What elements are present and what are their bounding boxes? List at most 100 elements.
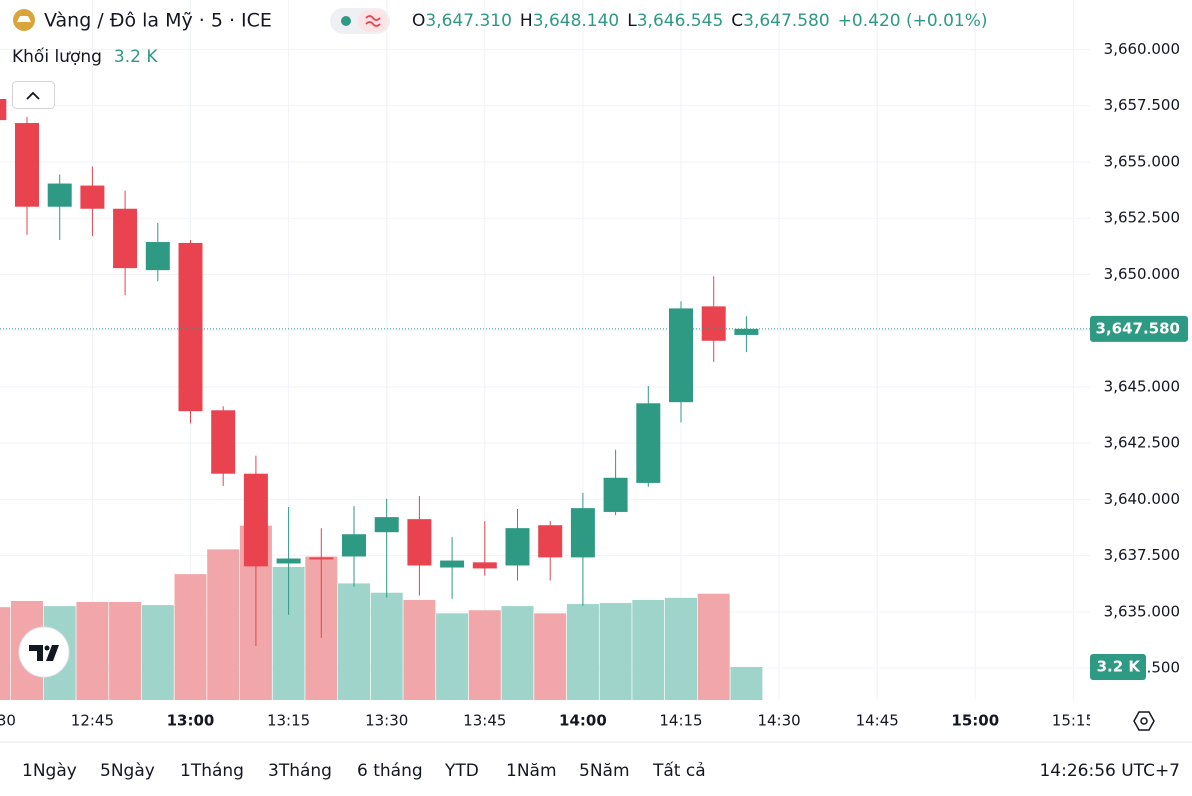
ohlc-legend: O3,647.310 H3,648.140 L3,646.545 C3,647.580…: [412, 11, 988, 31]
x-tick-label: 14:00: [559, 712, 607, 730]
range-button[interactable]: 5Năm: [579, 761, 630, 781]
legend-value: 3,647.580: [743, 11, 830, 31]
volume-badge: [1090, 653, 1146, 680]
market-open-dot: [341, 16, 351, 26]
candle-body: [570, 508, 595, 558]
legend-key: L: [627, 11, 637, 31]
range-button[interactable]: 5Ngày: [100, 761, 155, 781]
candle-body: [15, 123, 39, 207]
volume-bar: [403, 599, 436, 700]
candle-body: [178, 242, 203, 412]
volume-bar: [665, 597, 697, 700]
candle-body: [603, 477, 628, 512]
range-button[interactable]: 1Tháng: [180, 761, 244, 781]
delay-icon: [365, 15, 381, 27]
candle-body: [374, 517, 399, 533]
delay-badge: [358, 10, 388, 32]
y-tick-label: 3,637.500: [1104, 546, 1180, 564]
range-button[interactable]: 1Năm: [506, 761, 557, 781]
x-tick-label: 14:30: [757, 712, 800, 730]
legend-change: +0.420 (+0.01%): [838, 11, 988, 31]
clock: 14:26:56 UTC+7: [1039, 761, 1180, 781]
candle-body: [505, 528, 530, 566]
chart-title: Vàng / Đô la Mỹ · 5 · ICE: [44, 10, 272, 32]
tv-logo[interactable]: [18, 626, 70, 678]
range-button[interactable]: 6 tháng: [357, 761, 423, 781]
candle-body: [407, 519, 432, 566]
y-tick-label: 3,652.500: [1104, 209, 1180, 227]
collapse-button[interactable]: [12, 81, 55, 109]
volume-badge-label: 3.2 K: [1097, 657, 1142, 675]
candle-body: [669, 308, 693, 403]
volume-bar: [468, 610, 501, 700]
volume-bar: [109, 601, 142, 700]
candle-body: [243, 473, 268, 567]
range-bar: 1Ngày 5Ngày 1Tháng 3Tháng 6 tháng YTD 1Năm 5Năm…: [22, 760, 706, 781]
y-tick-label: 3,645.000: [1104, 377, 1180, 395]
x-tick-label: 13:15: [267, 712, 310, 730]
x-tick-label: 13:00: [167, 712, 215, 730]
candle-body: [701, 306, 726, 341]
y-tick-label: 3,655.000: [1104, 152, 1180, 170]
volume-bar: [566, 604, 599, 700]
candle-body: [113, 208, 138, 269]
volume-bar: [338, 583, 370, 700]
last-price-label: 3,647.580: [1096, 319, 1180, 337]
candle-body: [538, 525, 563, 558]
x-tick-label: 15:00: [951, 712, 999, 730]
volume-value: 3.2 K: [114, 47, 158, 67]
range-button[interactable]: YTD: [444, 761, 479, 781]
candle-body: [342, 534, 366, 557]
x-axis: 12:30 12:45 13:00 13:15 13:30 13:45 14:00 14:15…: [0, 712, 1095, 730]
legend-value: 3,646.545: [637, 11, 724, 31]
collapse-icon: [26, 91, 40, 100]
candle-body: [472, 562, 497, 569]
volume-bar: [76, 601, 109, 700]
range-button[interactable]: 1Ngày: [22, 761, 77, 781]
volume-bar: [174, 574, 207, 700]
y-tick-label: 3,660.000: [1104, 40, 1180, 58]
volume-bar: [730, 666, 763, 700]
range-button[interactable]: 3Tháng: [268, 761, 332, 781]
legend-value: 3,647.310: [425, 11, 512, 31]
candle-body: [440, 560, 465, 568]
y-tick-label: 3,650.000: [1104, 265, 1180, 283]
axes: 3,632.5003,635.0003,637.5003,640.0003,64…: [0, 40, 1188, 730]
settings-icon[interactable]: [1133, 711, 1155, 731]
volume-bar: [141, 605, 174, 700]
candle-body: [636, 403, 661, 483]
y-tick-label: 3,635.000: [1104, 602, 1180, 620]
candle-body: [80, 185, 105, 209]
volume-bar: [0, 607, 11, 700]
volume-pane: [0, 525, 763, 700]
grid: [0, 0, 1090, 700]
candle-body: [309, 557, 334, 560]
volume-bar: [501, 606, 534, 700]
volume-title-text: Khối lượng: [12, 46, 102, 67]
legend-key: H: [520, 11, 533, 31]
x-tick-label: 14:45: [856, 712, 899, 730]
volume-bar: [599, 603, 632, 700]
candle-body: [0, 98, 7, 121]
settings-icon-center: [1140, 717, 1148, 725]
tv-logo-dot: [44, 645, 50, 651]
volume-bar: [632, 599, 665, 700]
x-tick-label: 13:30: [365, 712, 408, 730]
candle-body: [47, 183, 72, 207]
legend-key: O: [412, 11, 425, 31]
price-pane: [0, 98, 1090, 647]
symbol-icon-bars: [17, 16, 31, 22]
x-tick-label: 15:15: [1052, 712, 1095, 730]
x-tick-label: 13:45: [463, 712, 506, 730]
volume-title: Khối lượng 3.2 K: [12, 46, 158, 67]
x-tick-label: 14:15: [659, 712, 702, 730]
volume-bar: [207, 549, 240, 700]
candle-body: [276, 558, 301, 564]
volume-bar: [534, 613, 567, 700]
range-button[interactable]: Tất cả: [652, 760, 706, 781]
volume-bar: [697, 593, 730, 700]
y-tick-label: 3,640.000: [1104, 490, 1180, 508]
x-tick-label: 12:30: [0, 712, 16, 730]
last-price-badge: [1090, 315, 1188, 342]
